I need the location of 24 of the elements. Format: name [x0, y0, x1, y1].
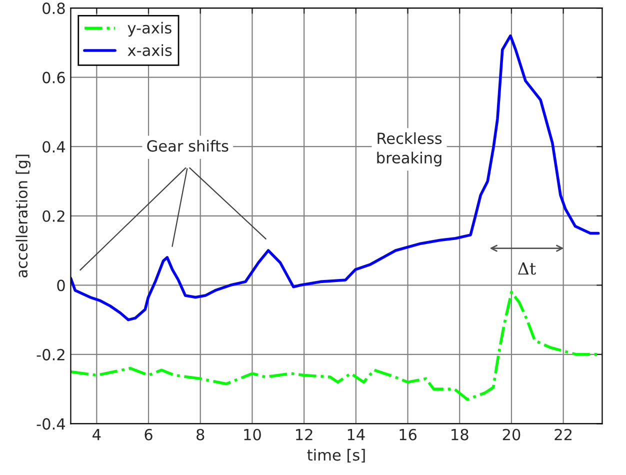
- x-axis-title: time [s]: [307, 448, 365, 463]
- x-tick-label: 4: [92, 429, 101, 440]
- x-tick-label: 14: [348, 429, 365, 440]
- y-tick-label: -0.2: [36, 348, 64, 360]
- annotation: Reckless breaking: [377, 132, 442, 166]
- x-tick-label: 10: [244, 428, 261, 440]
- y-tick-label: 0.2: [42, 210, 64, 222]
- y-tick-label: 0.8: [42, 2, 65, 14]
- x-tick-label: 16: [400, 428, 417, 440]
- x-tick-label: 12: [296, 428, 312, 440]
- y-tick-label: 0: [57, 280, 65, 292]
- x-tick-label: 6: [144, 428, 152, 440]
- y-tick-label: 0.4: [42, 141, 66, 153]
- y-tick-label: -0.4: [36, 418, 66, 430]
- legend-label: y-axis: [128, 22, 172, 37]
- legend-label: x-axis: [128, 44, 172, 56]
- annotation: Gear shifts: [147, 140, 228, 152]
- y-tick-label: 0.6: [42, 72, 65, 84]
- x-tick-label: 20: [502, 428, 520, 440]
- x-tick-label: 22: [554, 428, 572, 440]
- x-tick-label: 8: [196, 428, 204, 440]
- y-axis-title: accelleration [g]: [16, 154, 31, 278]
- x-tick-label: 18: [452, 428, 468, 440]
- annotation: Δt: [518, 262, 536, 275]
